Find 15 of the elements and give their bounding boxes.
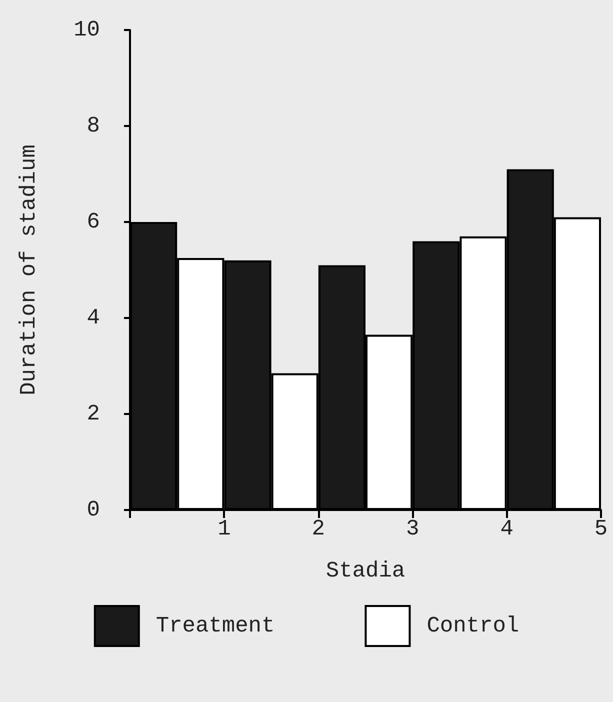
y-tick-label: 8 — [86, 114, 100, 138]
y-tick-label: 2 — [86, 402, 100, 426]
legend-label: Control — [426, 614, 520, 638]
x-axis-title: Stadia — [326, 558, 406, 584]
y-tick-label: 10 — [74, 18, 100, 42]
x-tick-label: 2 — [312, 516, 325, 542]
y-tick-label: 4 — [86, 306, 100, 330]
y-axis-title: Duration of stadium — [16, 144, 42, 396]
y-tick-label: 0 — [86, 498, 100, 522]
x-tick-label: 5 — [594, 516, 608, 542]
legend-label: Treatment — [156, 614, 275, 638]
x-tick-label: 3 — [406, 516, 420, 542]
x-tick-label: 4 — [500, 516, 514, 542]
y-tick-label: 6 — [86, 210, 100, 234]
x-tick-label: 1 — [218, 516, 231, 542]
